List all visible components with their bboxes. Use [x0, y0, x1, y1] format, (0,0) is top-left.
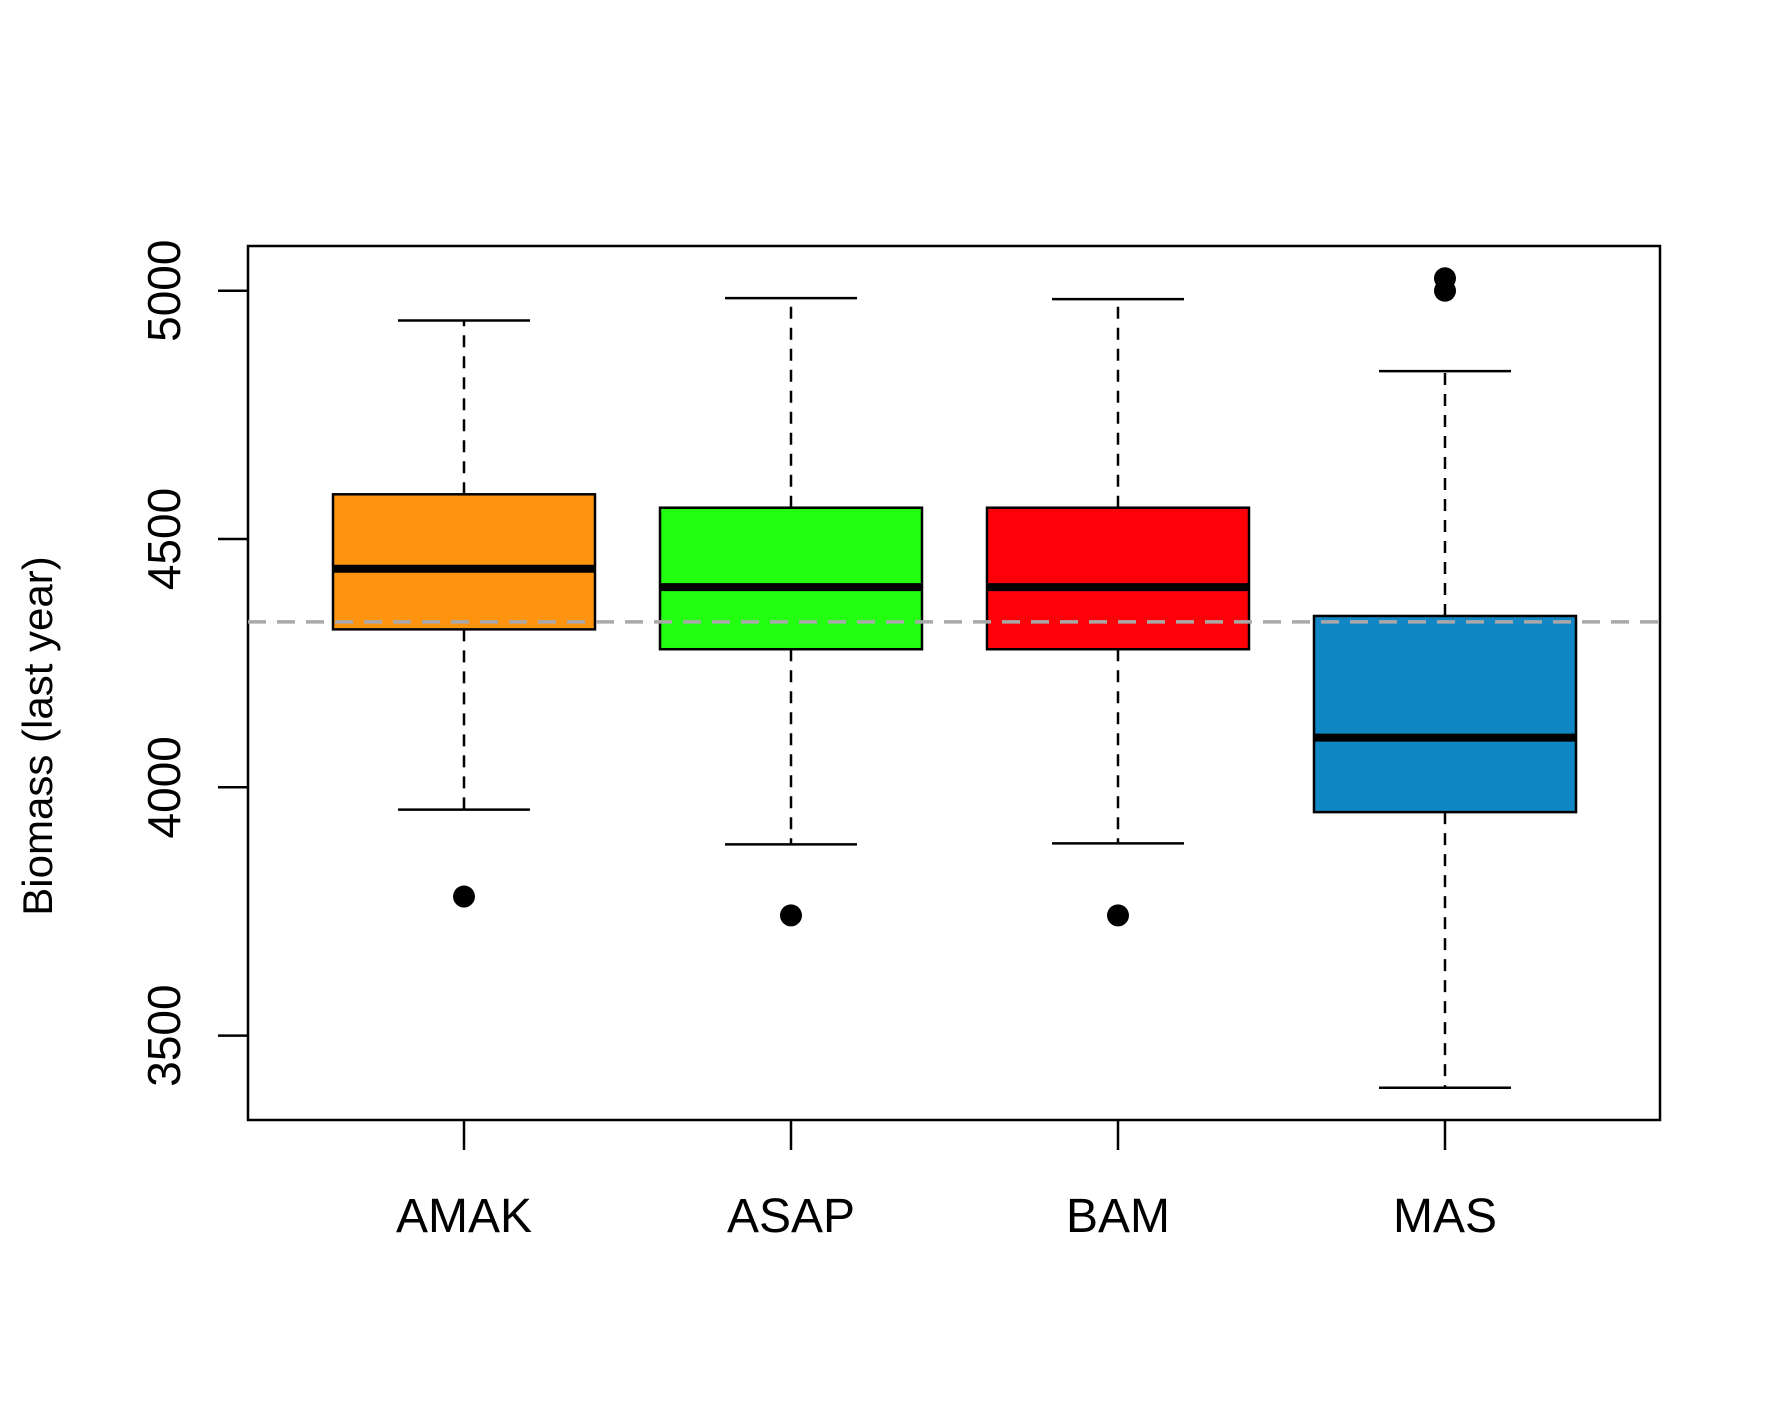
box-group-bam [985, 297, 1251, 927]
box-iqr [985, 506, 1251, 651]
x-axis: AMAK ASAP BAM MAS [396, 1120, 1497, 1243]
y-tick-label: 4500 [138, 488, 190, 590]
outlier-point [1434, 267, 1456, 290]
y-tick-label: 4000 [138, 736, 190, 838]
plot-frame [246, 244, 1662, 1122]
x-tick-label: ASAP [727, 1190, 855, 1243]
plot-frame-layer [246, 244, 1662, 1122]
y-tick-label: 5000 [138, 240, 190, 342]
box-iqr [1312, 614, 1578, 814]
x-tick-label: MAS [1393, 1190, 1497, 1243]
boxes-layer [331, 267, 1578, 1089]
box-iqr [331, 493, 597, 631]
x-tick-label: BAM [1066, 1190, 1170, 1243]
y-tick-label: 3500 [138, 984, 190, 1086]
outlier-point [780, 904, 802, 927]
y-axis: 3500 4000 4500 5000 [138, 240, 248, 1087]
box-iqr [658, 506, 924, 651]
outlier-point [453, 885, 475, 908]
box-group-mas [1312, 267, 1578, 1089]
y-axis-label: Biomass (last year) [14, 556, 61, 915]
x-tick-label: AMAK [396, 1190, 532, 1243]
outlier-point [1107, 904, 1129, 927]
box-group-asap [658, 296, 924, 927]
box-group-amak [331, 319, 597, 908]
